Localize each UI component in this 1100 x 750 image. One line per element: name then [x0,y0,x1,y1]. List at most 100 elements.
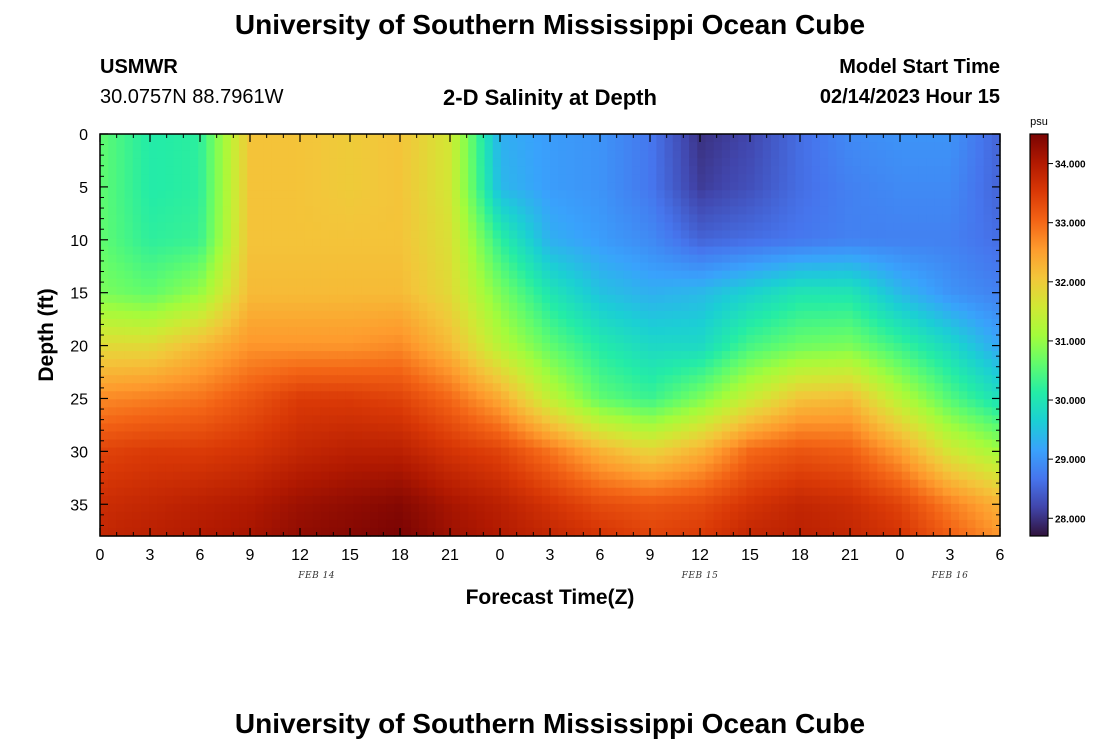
heatmap-cell [108,222,117,232]
heatmap-cell [746,391,756,400]
heatmap-cell [329,222,338,232]
heatmap-cell [419,326,428,336]
heatmap-cell [770,415,780,425]
heatmap-cell [378,198,387,207]
heatmap-cell [517,415,527,425]
heatmap-cell [844,318,854,328]
heatmap-cell [893,182,903,191]
heatmap-cell [149,230,158,240]
heatmap-cell [656,270,666,280]
heatmap-cell [672,166,682,175]
heatmap-cell [157,302,167,312]
heatmap-cell [492,471,502,481]
heatmap-cell [582,214,592,224]
heatmap-cell [435,230,445,240]
heatmap-cell [500,278,510,288]
heatmap-cell [500,439,510,449]
heatmap-cell [222,302,232,312]
heatmap-cell [402,310,412,320]
heatmap-cell [509,310,518,320]
heatmap-cell [828,463,837,473]
heatmap-cell [492,302,502,312]
heatmap-cell [779,214,788,224]
heatmap-cell [190,310,199,320]
heatmap-cell [926,142,936,151]
heatmap-cell [206,326,216,336]
heatmap-cell [754,423,764,433]
heatmap-cell [386,326,396,336]
heatmap-cell [345,431,355,441]
heatmap-cell [402,423,412,433]
heatmap-cell [173,423,183,433]
heatmap-cell [525,415,535,425]
heatmap-cell [165,174,175,183]
heatmap-cell [345,150,355,159]
heatmap-cell [198,262,207,272]
heatmap-cell [664,270,674,280]
heatmap-cell [852,447,862,457]
heatmap-cell [435,383,445,392]
heatmap-cell [754,214,764,224]
heatmap-cell [885,318,895,328]
heatmap-cell [280,222,289,232]
heatmap-cell [934,431,944,441]
heatmap-cell [779,230,788,240]
heatmap-cell [410,174,420,183]
heatmap-cell [975,487,985,497]
heatmap-cell [116,375,126,384]
heatmap-cell [852,238,862,248]
heatmap-cell [280,471,289,481]
heatmap-cell [607,367,617,376]
heatmap-cell [140,294,150,304]
heatmap-cell [198,150,207,159]
heatmap-cell [492,310,502,320]
heatmap-cell [492,190,502,199]
heatmap-cell [271,198,281,207]
heatmap-cell [550,270,559,280]
heatmap-cell [320,294,330,304]
heatmap-cell [484,182,494,191]
heatmap-cell [386,222,396,232]
heatmap-cell [787,278,797,288]
heatmap-cell [721,238,731,248]
heatmap-cell [517,471,527,481]
heatmap-cell [803,415,813,425]
heatmap-cell [672,367,682,376]
heatmap-cell [836,335,846,344]
heatmap-cell [206,359,216,368]
heatmap-cell [271,302,281,312]
heatmap-cell [942,447,952,457]
heatmap-cell [451,335,461,344]
heatmap-cell [803,150,813,159]
heatmap-cell [934,150,944,159]
heatmap-cell [664,206,674,215]
heatmap-cell [983,278,993,288]
heatmap-cell [885,294,895,304]
heatmap-cell [361,399,371,408]
heatmap-cell [770,254,780,264]
heatmap-cell [214,254,224,264]
heatmap-cell [533,214,543,224]
heatmap-cell [566,367,576,376]
heatmap-cell [329,214,338,224]
heatmap-cell [149,262,158,272]
heatmap-cell [460,150,469,159]
heatmap-cell [885,238,895,248]
heatmap-cell [190,206,199,215]
heatmap-cell [419,198,428,207]
heatmap-cell [443,214,453,224]
heatmap-cell [329,278,338,288]
heatmap-cell [476,246,486,256]
heatmap-cell [705,190,715,199]
heatmap-cell [558,335,567,344]
heatmap-cell [132,326,142,336]
heatmap-cell [198,206,207,215]
heatmap-cell [402,222,412,232]
heatmap-cell [664,278,674,288]
heatmap-cell [132,310,142,320]
heatmap-cell [623,415,633,425]
heatmap-cell [574,310,584,320]
heatmap-cell [950,214,960,224]
heatmap-cell [247,270,257,280]
heatmap-cell [664,318,674,328]
